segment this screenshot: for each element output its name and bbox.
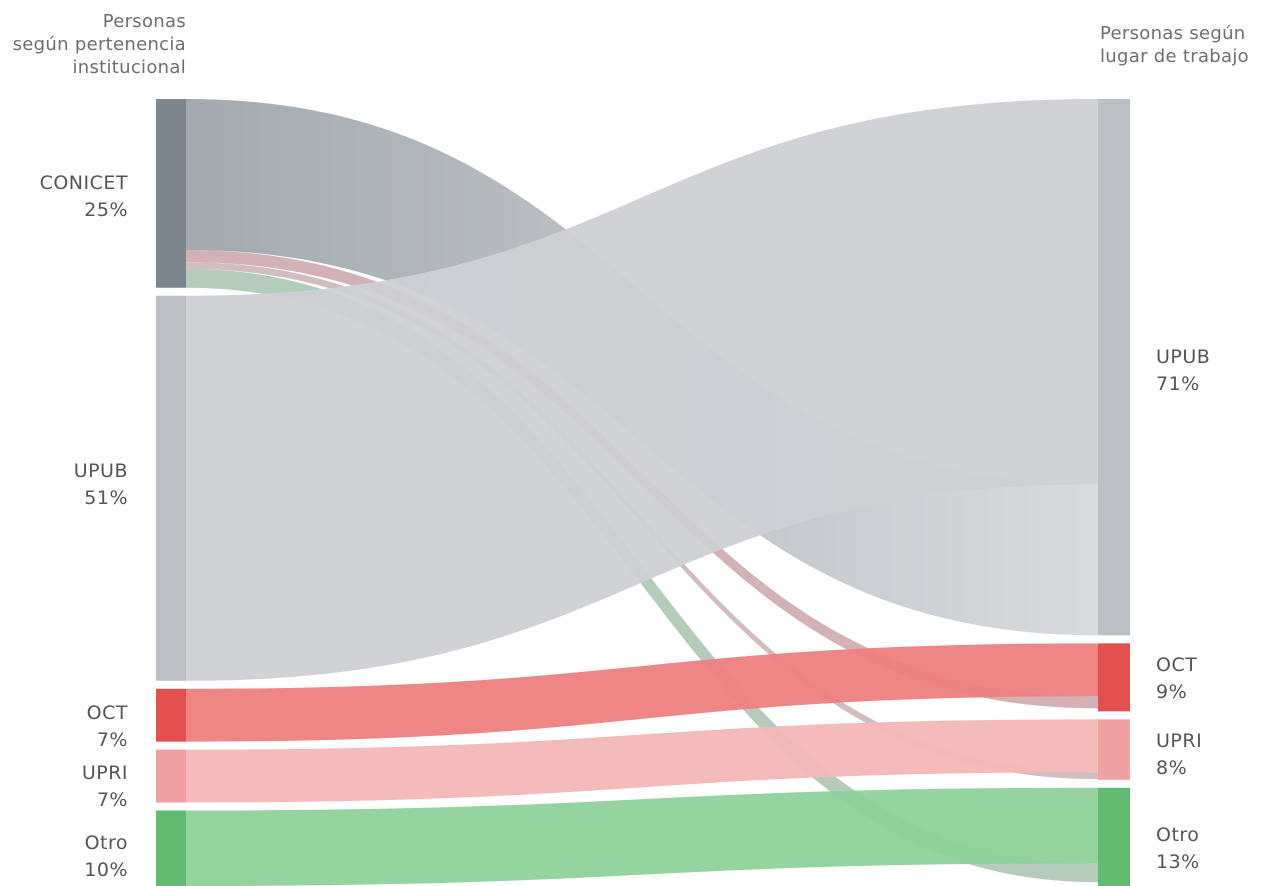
right-header-line: lugar de trabajo — [1100, 46, 1249, 67]
node-percent: 10% — [84, 859, 128, 881]
left-axis-header: Personas según pertenencia institucional — [13, 10, 186, 79]
left-node-bar-conicet — [156, 99, 186, 288]
left-header-line: según pertenencia — [12, 34, 186, 55]
right-node-bar-upri — [1098, 719, 1130, 780]
right-node-bar-otro — [1098, 787, 1130, 886]
node-name: UPUB — [73, 460, 128, 482]
node-name: CONICET — [39, 172, 128, 194]
node-name: Otro — [1156, 824, 1200, 846]
node-name: UPRI — [1156, 730, 1203, 752]
node-name: OCT — [1156, 654, 1198, 676]
node-percent: 25% — [84, 199, 128, 221]
left-node-label-conicet: CONICET 25% — [40, 170, 128, 224]
node-percent: 7% — [96, 729, 128, 751]
left-node-label-otro: Otro 10% — [84, 830, 128, 884]
left-node-label-upri: UPRI 7% — [82, 760, 128, 814]
right-axis-header: Personas según lugar de trabajo — [1100, 22, 1249, 68]
left-header-line: Personas — [102, 11, 186, 32]
right-node-bar-upub — [1098, 99, 1130, 636]
nodes — [156, 99, 1130, 886]
right-header-line: Personas según — [1100, 23, 1246, 44]
node-name: UPUB — [1156, 346, 1211, 368]
node-percent: 9% — [1156, 681, 1188, 703]
left-node-bar-otro — [156, 810, 186, 886]
node-name: OCT — [86, 702, 128, 724]
right-node-label-upri: UPRI 8% — [1156, 728, 1202, 782]
node-percent: 51% — [84, 487, 128, 509]
flows — [186, 99, 1098, 886]
node-name: UPRI — [81, 762, 128, 784]
flow-otro-to-otro — [186, 787, 1098, 886]
node-percent: 13% — [1156, 851, 1200, 873]
left-node-bar-oct — [156, 688, 186, 742]
left-node-bar-upri — [156, 749, 186, 803]
node-name: Otro — [84, 832, 128, 854]
node-percent: 71% — [1156, 373, 1200, 395]
right-node-label-otro: Otro 13% — [1156, 822, 1200, 876]
node-percent: 8% — [1156, 757, 1188, 779]
right-node-label-upub: UPUB 71% — [1156, 344, 1210, 398]
right-node-label-oct: OCT 9% — [1156, 652, 1197, 706]
right-node-bar-oct — [1098, 643, 1130, 712]
node-percent: 7% — [96, 789, 128, 811]
flow-oct-to-oct — [186, 643, 1098, 742]
left-node-label-upub: UPUB 51% — [74, 458, 128, 512]
flow-upri-to-upri — [186, 719, 1098, 803]
flow-upub-to-upub — [186, 99, 1098, 681]
left-node-bar-upub — [156, 295, 186, 681]
left-node-label-oct: OCT 7% — [87, 700, 128, 754]
left-header-line: institucional — [72, 57, 186, 78]
